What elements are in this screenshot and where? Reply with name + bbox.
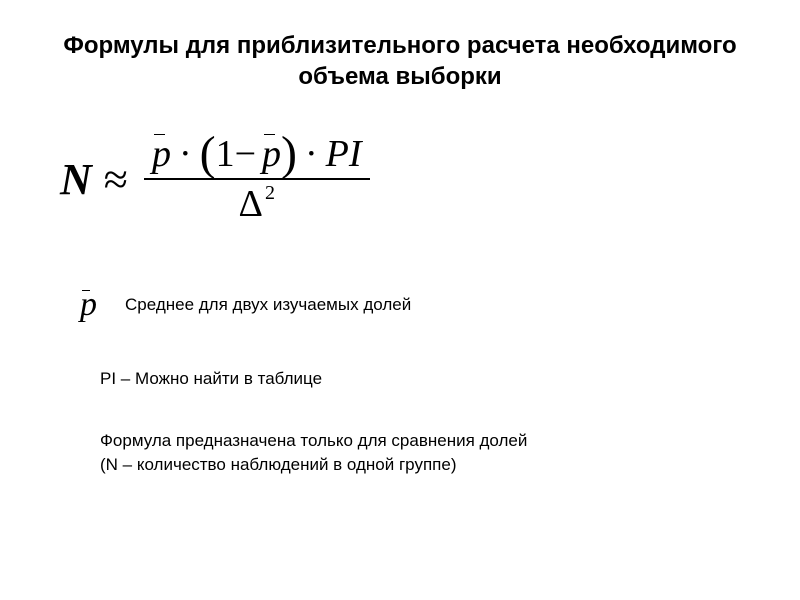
pbar-1: p (152, 132, 171, 176)
formula-approx: ≈ (104, 154, 128, 205)
usage-line2: (N – количество наблюдений в одной групп… (100, 455, 456, 474)
usage-note: Формула предназначена только для сравнен… (100, 429, 750, 477)
fraction-line (144, 178, 370, 180)
formula: N ≈ p · ( 1 − p ) · PI Δ 2 (60, 132, 750, 226)
dot-1: · (179, 132, 192, 176)
formula-denominator: Δ 2 (239, 182, 275, 226)
formula-N: N (60, 154, 92, 205)
pbar-definition-text: Среднее для двух изучаемых долей (125, 295, 411, 315)
usage-line1: Формула предназначена только для сравнен… (100, 431, 527, 450)
PI: PI (326, 132, 362, 176)
exponent: 2 (265, 182, 275, 205)
definition-row: p Среднее для двух изучаемых долей (80, 286, 750, 324)
formula-numerator: p · ( 1 − p ) · PI (144, 132, 370, 176)
minus: − (235, 132, 256, 176)
rparen: ) (281, 135, 297, 173)
slide-title: Формулы для приблизительного расчета нео… (50, 30, 750, 92)
pbar-definition-symbol: p (80, 286, 97, 324)
pbar-2: p (262, 132, 281, 176)
formula-fraction: p · ( 1 − p ) · PI Δ 2 (144, 132, 370, 226)
dot-2: · (305, 132, 318, 176)
lparen: ( (200, 135, 216, 173)
pi-note: PI – Можно найти в таблице (100, 369, 750, 389)
one: 1 (216, 132, 235, 176)
delta: Δ (239, 182, 263, 226)
